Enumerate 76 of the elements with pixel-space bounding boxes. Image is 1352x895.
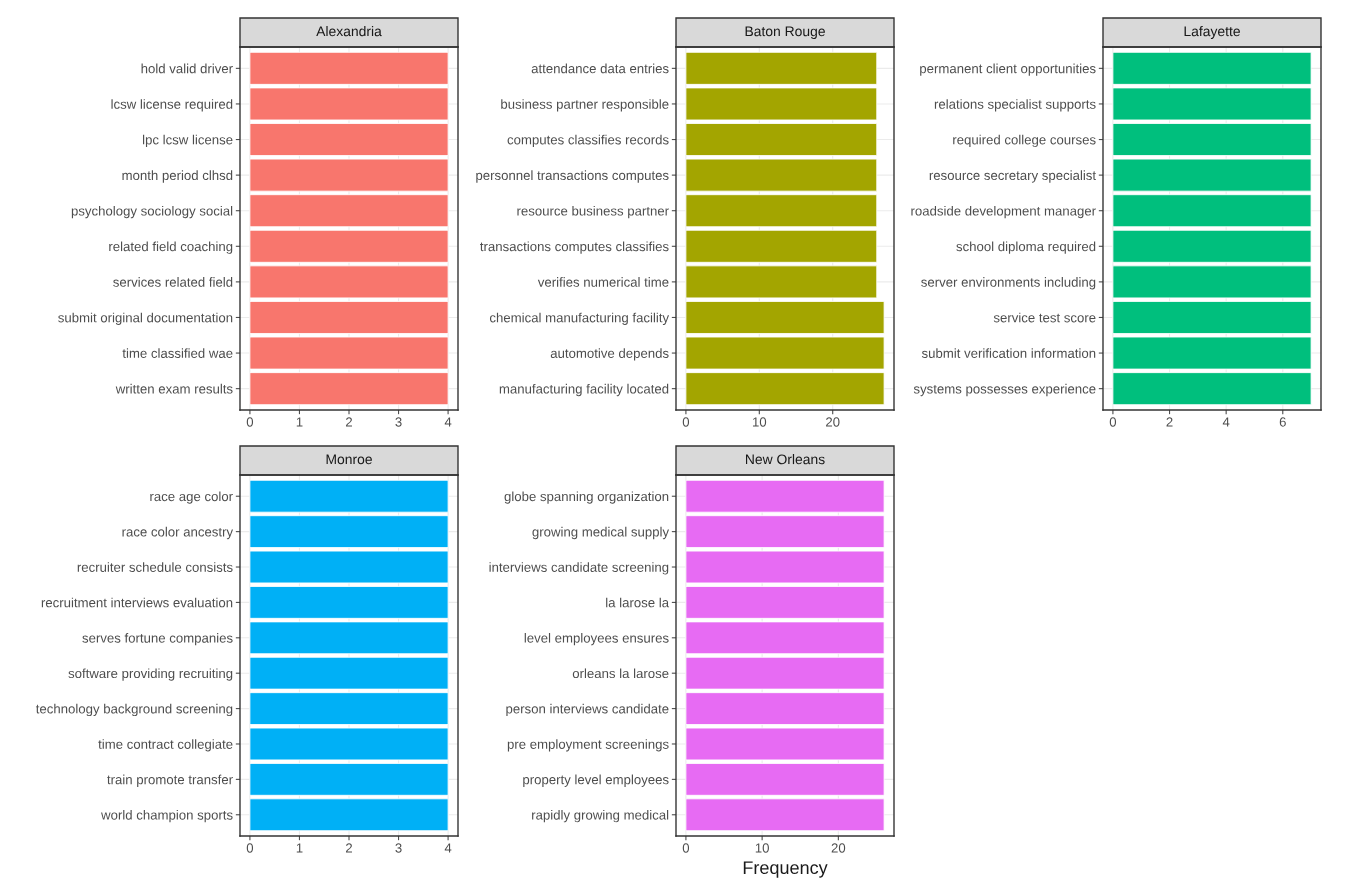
x-tick-label: 1 (296, 843, 303, 853)
chart-title: Lafayette (1184, 26, 1240, 39)
x-tick-label: 2 (346, 417, 353, 427)
y-tick-label: services related field (113, 277, 233, 287)
y-tick-label: resource secretary specialist (929, 170, 1096, 183)
y-tick-label: roadside development manager (911, 205, 1096, 219)
y-tick-label: recruitment interviews evaluation (41, 597, 233, 608)
y-tick-label: recruiter schedule consists (77, 562, 233, 572)
y-tick-label: psychology sociology social (71, 205, 233, 219)
y-tick-label: time classified wae (122, 348, 233, 358)
y-tick-label: chemical manufacturing facility (489, 312, 670, 325)
y-tick-label: server environments including (921, 277, 1096, 290)
y-tick-label: technology background screening (35, 703, 233, 717)
y-tick-label: serves fortune companies (82, 633, 233, 646)
y-tick-label: relations specialist supports (934, 99, 1096, 112)
y-tick-label: resource business partner (517, 205, 669, 219)
x-tick-label: 0 (246, 843, 254, 853)
x-tick-label: 10 (752, 417, 767, 427)
x-tick-label: 0 (246, 417, 254, 427)
y-tick-label: submit verification information (921, 348, 1096, 358)
y-tick-label: submit original documentation (58, 312, 233, 325)
y-tick-label: school diploma required (956, 241, 1096, 254)
y-tick-label: growing medical supply (532, 526, 670, 540)
y-tick-label: permanent client opportunities (920, 63, 1096, 76)
y-tick-label: orleans la larose (572, 668, 669, 679)
x-tick-label: 0 (1109, 417, 1117, 427)
y-tick-label: race color ancestry (122, 526, 234, 540)
y-tick-label: level employees ensures (524, 633, 669, 646)
x-tick-label: 0 (682, 843, 690, 853)
y-tick-label: service test score (993, 312, 1096, 323)
y-tick-label: business partner responsible (501, 99, 669, 112)
y-tick-label: train promote transfer (107, 774, 233, 787)
x-tick-label: 6 (1279, 417, 1286, 427)
y-tick-label: person interviews candidate (506, 703, 669, 717)
y-tick-label: month period clhsd (122, 170, 233, 183)
x-tick-label: 2 (1166, 417, 1173, 427)
chart-title: Baton Rouge (745, 26, 825, 39)
x-tick-label: 10 (755, 843, 769, 853)
y-tick-label: computes classifies records (507, 134, 669, 148)
y-tick-label: world champion sports (101, 809, 233, 823)
y-tick-label: personnel transactions computes (476, 170, 669, 183)
y-tick-label: property level employees (523, 774, 669, 787)
x-tick-label: 3 (395, 843, 402, 853)
y-tick-label: systems possesses experience (913, 383, 1096, 397)
x-tick-label: 4 (444, 417, 452, 427)
x-axis-title: Frequency (743, 861, 828, 878)
y-tick-label: pre employment screenings (507, 739, 669, 752)
y-tick-label: la larose la (606, 597, 670, 608)
y-tick-label: software providing recruiting (68, 668, 233, 681)
chart-title: Alexandria (316, 26, 382, 37)
y-tick-label: time contract collegiate (98, 739, 233, 752)
y-tick-label: lpc lcsw license (143, 134, 233, 148)
y-tick-label: globe spanning organization (504, 491, 669, 504)
y-tick-label: hold valid driver (141, 63, 233, 74)
y-tick-label: rapidly growing medical (532, 809, 669, 823)
y-tick-label: verifies numerical time (537, 277, 669, 287)
x-tick-label: 4 (444, 843, 452, 853)
x-tick-label: 2 (346, 843, 353, 853)
chart-title: New Orleans (746, 454, 825, 465)
x-tick-label: 20 (831, 843, 846, 853)
y-tick-label: related field coaching (109, 241, 233, 254)
y-tick-label: attendance data entries (531, 63, 669, 74)
x-tick-label: 1 (296, 417, 303, 427)
x-tick-label: 3 (395, 417, 402, 427)
x-tick-label: 4 (1222, 417, 1230, 427)
chart-title: Monroe (326, 454, 372, 465)
y-tick-label: required college courses (953, 134, 1096, 148)
y-tick-label: race age color (150, 491, 233, 504)
y-tick-label: transactions computes classifies (480, 241, 669, 254)
x-tick-label: 0 (682, 417, 690, 427)
y-tick-label: automotive depends (550, 348, 669, 361)
y-tick-label: manufacturing facility located (499, 383, 669, 397)
y-tick-label: lcsw license required (111, 99, 233, 112)
y-tick-label: written exam results (115, 383, 233, 394)
y-tick-label: interviews candidate screening (489, 562, 669, 575)
x-tick-label: 20 (826, 417, 840, 427)
